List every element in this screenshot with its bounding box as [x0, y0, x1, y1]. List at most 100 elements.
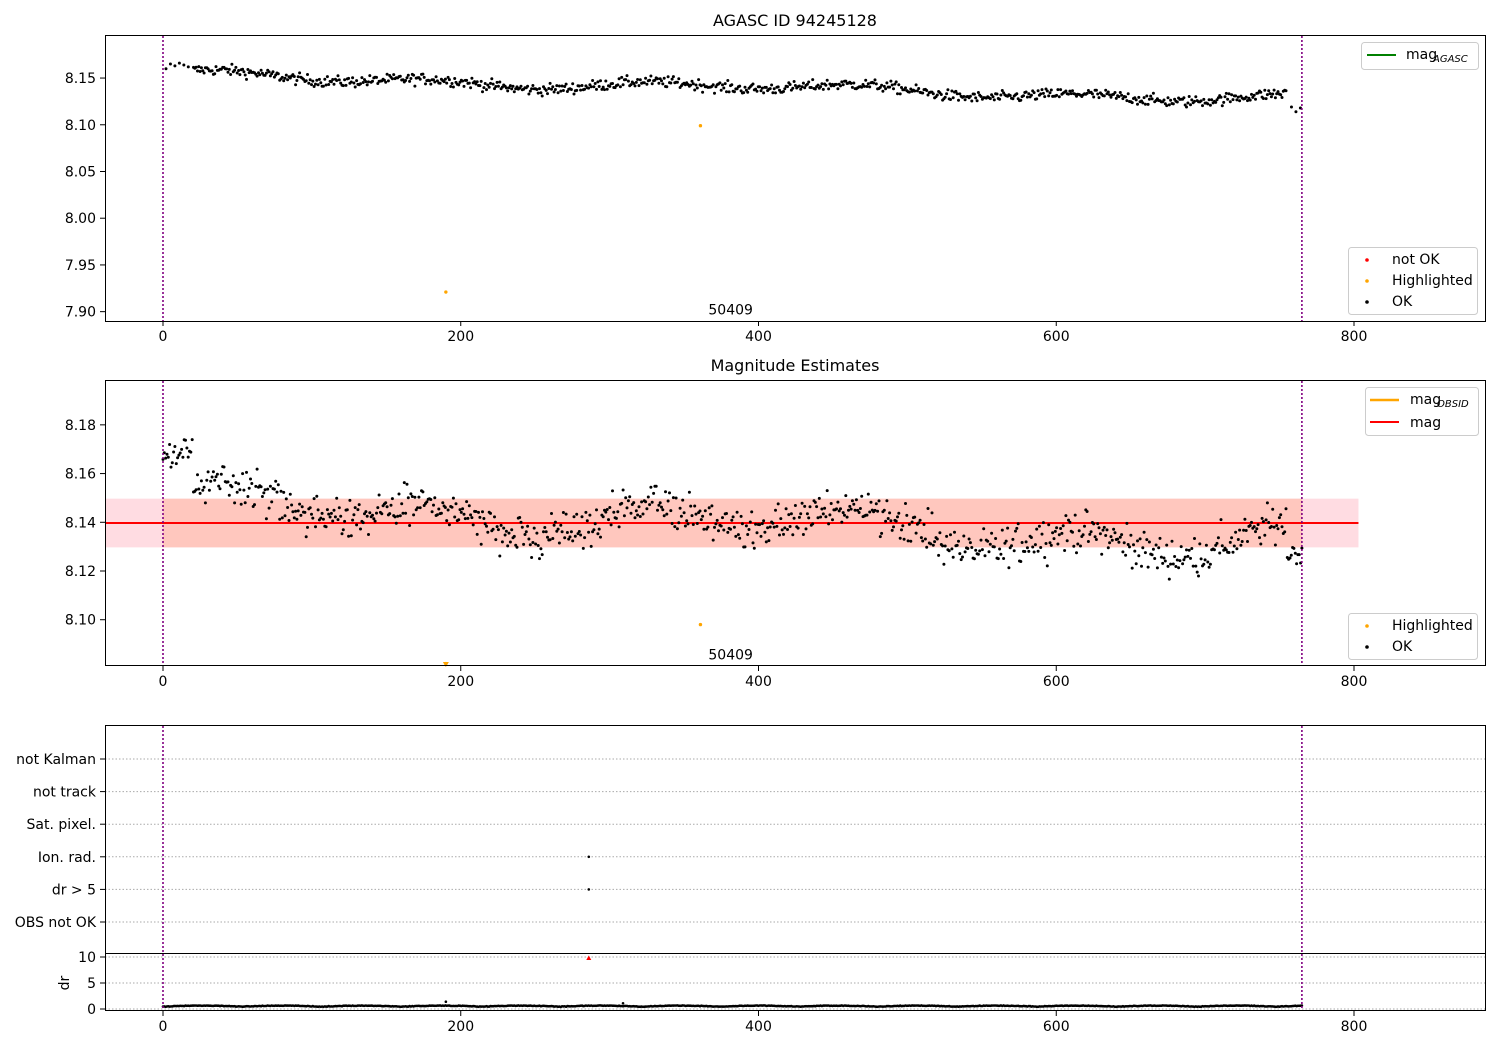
ok-point — [199, 66, 203, 70]
ok-point — [1126, 543, 1130, 546]
ok-point — [1170, 539, 1174, 543]
ok-point — [1149, 94, 1153, 98]
ok-point — [725, 90, 728, 94]
ok-point — [1004, 539, 1008, 543]
ok-point — [535, 88, 539, 91]
ok-point — [393, 515, 397, 519]
ok-point — [520, 525, 524, 529]
ok-point — [1036, 549, 1040, 553]
ok-point — [291, 510, 295, 514]
ok-point — [675, 80, 679, 84]
ok-point — [1227, 92, 1231, 96]
ok-point — [552, 90, 556, 94]
ok-point — [593, 522, 597, 526]
ok-point — [1022, 94, 1025, 98]
ok-point — [336, 518, 340, 522]
ok-point — [512, 90, 516, 94]
ok-point — [839, 84, 842, 88]
ok-point — [709, 512, 713, 516]
ok-point — [583, 87, 587, 91]
ok-point — [957, 98, 960, 102]
ok-point — [897, 511, 901, 515]
ok-point — [246, 68, 250, 71]
ok-point — [1158, 536, 1162, 540]
ok-point — [988, 97, 992, 101]
ok-point — [536, 544, 540, 547]
ok-point — [1272, 525, 1276, 529]
ok-point — [768, 525, 772, 529]
ok-point — [408, 524, 412, 527]
ok-point — [405, 76, 409, 80]
ok-point — [665, 85, 669, 89]
ok-point — [461, 79, 465, 83]
ok-point — [660, 79, 663, 83]
ok-point — [1073, 513, 1077, 517]
ok-point — [258, 73, 262, 77]
ok-point — [847, 508, 850, 512]
ok-point — [695, 522, 699, 525]
y-tick-label: 8.10 — [65, 613, 96, 629]
ok-point — [801, 81, 805, 85]
ok-point — [1228, 540, 1232, 544]
ok-point — [1035, 527, 1039, 531]
ok-point — [503, 533, 507, 537]
ok-point — [287, 519, 291, 522]
ok-point — [303, 510, 307, 514]
ok-point — [1236, 538, 1240, 541]
ok-point — [219, 472, 223, 476]
ok-point — [217, 484, 221, 488]
ok-point — [898, 536, 902, 540]
ok-point — [485, 88, 488, 92]
ok-point — [750, 510, 754, 514]
ok-point — [641, 512, 645, 516]
ok-point — [1110, 538, 1114, 542]
ok-point — [1129, 533, 1133, 537]
ok-point — [739, 514, 743, 518]
ok-point — [1100, 552, 1104, 556]
y-tick-label: 8.05 — [65, 164, 96, 180]
ok-point — [662, 514, 666, 518]
ok-point — [230, 62, 234, 66]
ok-point — [172, 450, 176, 454]
ok-point — [421, 72, 425, 76]
ok-point — [1052, 537, 1056, 541]
ok-point — [931, 92, 935, 96]
ok-point — [1108, 541, 1112, 545]
ok-point — [237, 69, 241, 72]
ok-point — [843, 513, 846, 517]
ok-point — [352, 81, 356, 85]
ok-point — [1122, 541, 1126, 545]
ok-point — [1186, 101, 1190, 105]
ok-point — [225, 67, 229, 71]
ok-point — [951, 96, 955, 100]
ok-point — [788, 83, 792, 86]
ok-point — [898, 92, 902, 96]
ok-point — [234, 481, 238, 485]
ok-point — [1273, 543, 1277, 547]
ok-point — [788, 525, 792, 528]
ok-point — [556, 527, 560, 531]
ok-point — [620, 75, 624, 79]
ok-point — [784, 507, 788, 511]
ok-point — [365, 83, 369, 87]
ok-point — [925, 89, 929, 92]
ok-point — [528, 543, 532, 547]
ok-point — [599, 535, 602, 539]
highlighted-point — [444, 290, 448, 294]
ok-point — [260, 495, 264, 498]
y-tick-label: 8.00 — [65, 211, 96, 227]
ok-point — [881, 89, 885, 93]
ok-point — [823, 506, 827, 510]
ok-point — [443, 506, 447, 509]
ok-point — [1206, 102, 1210, 106]
ok-point — [967, 537, 971, 541]
ok-point — [760, 522, 764, 526]
ok-point — [306, 73, 309, 76]
ok-point — [589, 85, 593, 89]
ok-point — [904, 502, 907, 505]
ok-point — [1246, 540, 1249, 543]
ok-point — [1166, 96, 1170, 100]
ok-point — [1032, 550, 1036, 554]
ok-point — [1125, 99, 1129, 103]
ok-point — [815, 505, 819, 509]
